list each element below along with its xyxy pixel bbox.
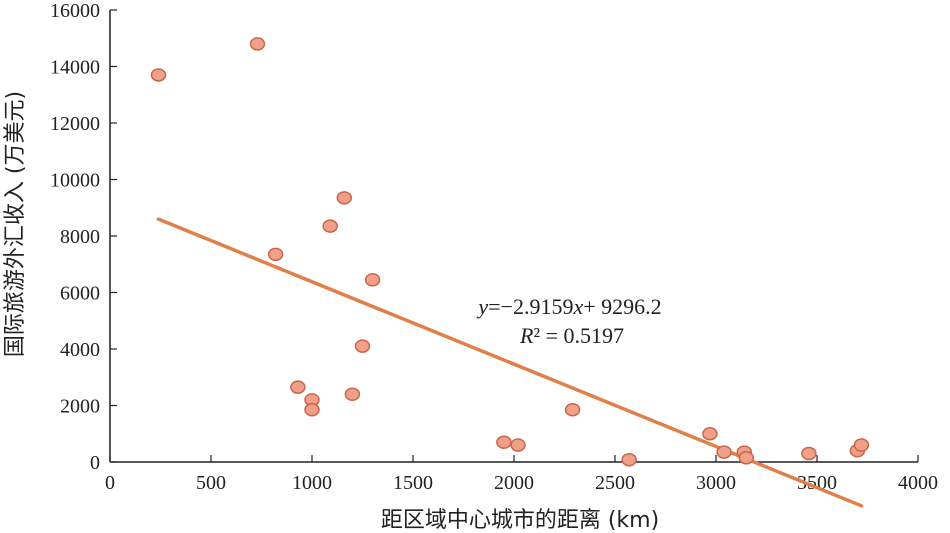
- y-tick-label: 14000: [50, 57, 100, 79]
- x-tick-label: 500: [196, 472, 226, 494]
- y-tick-label: 4000: [60, 339, 100, 361]
- x-tick-label: 2000: [494, 472, 534, 494]
- trendline: [156, 217, 864, 508]
- data-point: [344, 387, 361, 401]
- data-point: [322, 219, 338, 233]
- x-tick-label: 3500: [797, 472, 837, 494]
- data-point: [336, 191, 353, 205]
- data-point: [496, 435, 512, 449]
- data-point: [249, 37, 266, 51]
- data-point: [702, 427, 718, 441]
- x-tick-label: 0: [105, 472, 115, 494]
- data-point: [510, 438, 526, 452]
- x-tick-label: 1500: [393, 472, 433, 494]
- y-tick-label: 0: [90, 452, 100, 474]
- y-tick-label: 10000: [50, 170, 100, 192]
- x-axis-title: 距区域中心城市的距离 (km): [381, 508, 659, 533]
- x-tick-label: 1000: [292, 472, 332, 494]
- axes: 0 500 1000 1500 2000 2500 3000 3500 4000 0 2000 400…: [50, 0, 938, 494]
- y-tick-label: 16000: [50, 0, 100, 22]
- data-point: [150, 68, 167, 82]
- data-point: [267, 247, 284, 262]
- trendline-equation: y=−2.9159x+ 9296.2: [476, 294, 661, 319]
- x-tick-label: 4000: [898, 472, 938, 494]
- y-tick-label: 12000: [50, 113, 100, 135]
- data-point: [364, 273, 381, 287]
- y-axis-title: 国际旅游外汇收入 (万美元): [3, 91, 28, 357]
- trendline-r-squared: R² = 0.5197: [519, 323, 624, 348]
- data-point: [354, 339, 371, 353]
- y-tick-label: 2000: [60, 396, 100, 418]
- data-point: [564, 402, 581, 417]
- x-tick-label: 3000: [696, 472, 736, 494]
- trendline-group: [156, 217, 864, 508]
- y-tick-label: 8000: [60, 226, 100, 248]
- y-tick-label: 6000: [60, 283, 100, 305]
- data-point: [853, 438, 870, 452]
- data-points: [150, 37, 870, 467]
- data-point: [290, 380, 306, 394]
- data-point: [716, 445, 732, 459]
- labels: 距区域中心城市的距离 (km) 国际旅游外汇收入 (万美元) y=−2.9159…: [3, 91, 662, 533]
- data-point: [801, 446, 817, 461]
- data-point: [738, 451, 755, 465]
- x-tick-label: 2500: [595, 472, 635, 494]
- data-point: [621, 452, 637, 467]
- data-point: [304, 402, 320, 417]
